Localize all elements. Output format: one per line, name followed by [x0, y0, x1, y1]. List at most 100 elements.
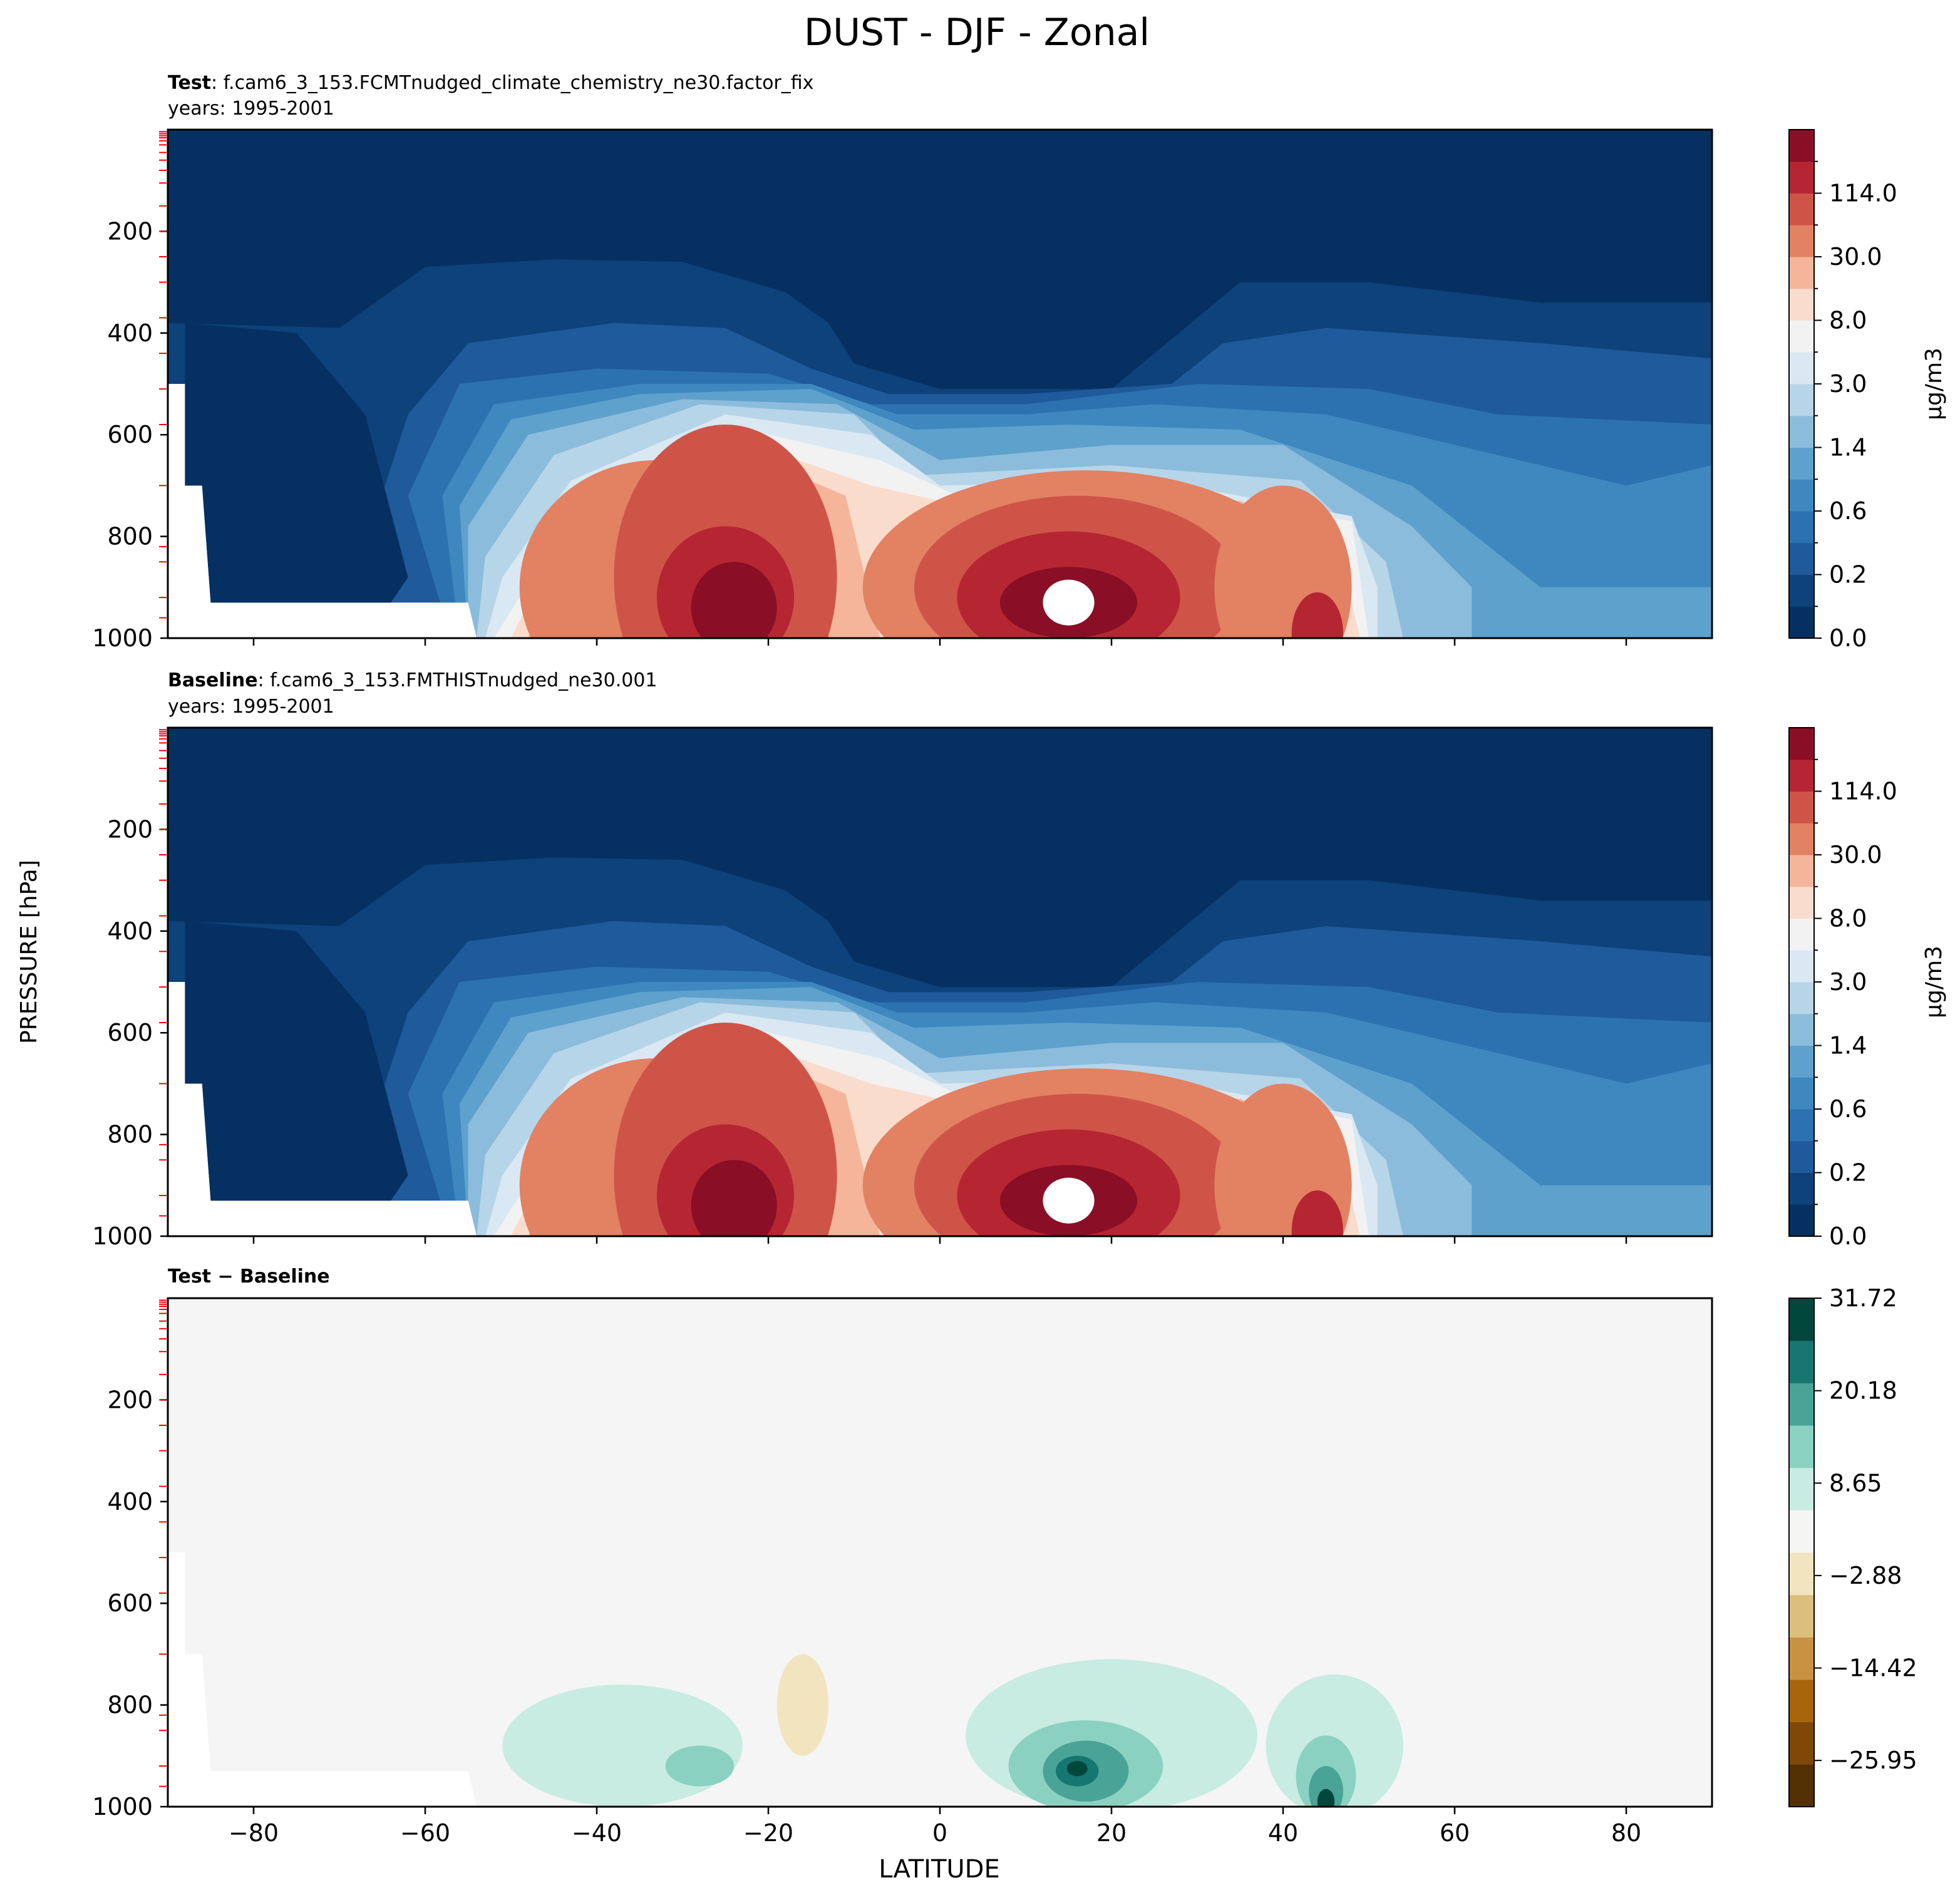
colorbar-segment [1789, 511, 1814, 544]
colorbar-segment [1789, 384, 1814, 416]
colorbar-segment [1789, 759, 1814, 792]
colorbar-tick-label: 31.72 [1829, 1284, 1897, 1312]
colorbar-segment [1789, 1637, 1814, 1680]
colorbar-tick-label: 20.18 [1829, 1377, 1897, 1405]
panel-label-test: Test: f.cam6_3_153.FCMTnudged_climate_ch… [168, 72, 813, 94]
contour-core [1214, 1083, 1352, 1236]
contour-band [185, 323, 408, 603]
colorbar-segment [1789, 886, 1814, 919]
colorbar-segment [1789, 1172, 1814, 1205]
axes: 200 400 600 800 1000 [92, 729, 1627, 1250]
colorbar-tick-label: 0.6 [1829, 1095, 1867, 1123]
colorbar-tick-label: 114.0 [1829, 778, 1897, 805]
colorbar-segment [1789, 1764, 1814, 1807]
colorbar-tick-label: 114.0 [1829, 180, 1897, 207]
x-axis-label: LATITUDE [879, 1855, 999, 1884]
colorbar-tick-label: 8.0 [1829, 307, 1867, 334]
colorbar-segment [1789, 1552, 1814, 1596]
colorbar-segment [1789, 1340, 1814, 1383]
colorbar-tick-label: 8.65 [1829, 1469, 1882, 1497]
colorbar-segment [1789, 982, 1814, 1015]
colorbar-tick-label: 0.6 [1829, 497, 1867, 525]
y-tick-label: 600 [107, 421, 153, 448]
colorbar-segment [1789, 1013, 1814, 1046]
colorbar-segment [1789, 791, 1814, 824]
y-tick-label: 800 [107, 1121, 153, 1149]
panel-label-bold: Baseline [168, 669, 258, 691]
x-tick-label: −20 [743, 1819, 793, 1847]
colorbar-segment [1789, 1425, 1814, 1469]
colorbar-tick-label: 0.0 [1829, 1222, 1867, 1250]
colorbar-segment [1789, 574, 1814, 607]
contour-field [168, 259, 1712, 638]
y-tick-label: 200 [107, 1386, 153, 1413]
contour-field [168, 857, 1712, 1236]
colorbar-tick-label: −25.95 [1829, 1747, 1917, 1774]
colorbar-segment [1789, 1077, 1814, 1110]
colorbar-segment [1789, 855, 1814, 887]
colorbar-tick-label: 1.4 [1829, 1032, 1867, 1060]
x-tick-label: −40 [572, 1819, 622, 1847]
panel-years: years: 1995-2001 [168, 98, 334, 120]
field-background [168, 1298, 1712, 1807]
colorbar-tick-label: 3.0 [1829, 370, 1867, 398]
colorbar-segment [1789, 728, 1814, 760]
colorbar-tick-label: −2.88 [1829, 1562, 1902, 1589]
colorbar-segment [1789, 1722, 1814, 1765]
x-tick-label: 20 [1096, 1819, 1127, 1847]
colorbar-segment [1789, 1467, 1814, 1510]
colorbar-segment [1789, 1109, 1814, 1142]
x-tick-label: −80 [229, 1819, 279, 1847]
colorbar-tick-label: 1.4 [1829, 434, 1867, 462]
masked-terrain [168, 982, 477, 1236]
panel-label-baseline: Baseline: f.cam6_3_153.FMTHISTnudged_ne3… [168, 669, 658, 691]
colorbar-segment [1789, 352, 1814, 385]
x-tick-label: 80 [1611, 1819, 1641, 1847]
colorbar-segment [1789, 1204, 1814, 1237]
y-tick-label: 1000 [92, 1222, 153, 1250]
colorbar-segment [1789, 606, 1814, 639]
y-tick-label: 400 [107, 319, 153, 347]
contour-band [1309, 1766, 1343, 1807]
colorbar-segment [1789, 288, 1814, 321]
panel-test: Test: f.cam6_3_153.FCMTnudged_climate_ch… [92, 72, 1947, 652]
colorbar-segment [1789, 918, 1814, 951]
axes: 200 400 600 800 1000 −80 −60 −40 −20 0 20 40 60 80 [92, 1299, 1641, 1847]
x-tick-label: 60 [1440, 1819, 1470, 1847]
colorbar-segment [1789, 130, 1814, 162]
colorbar-segment [1789, 415, 1814, 448]
panel-baseline: Baseline: f.cam6_3_153.FMTHISTnudged_ne3… [92, 669, 1947, 1250]
x-tick-label: 0 [932, 1819, 947, 1847]
colorbar-tick-label: 30.0 [1829, 243, 1882, 271]
colorbar: 0.0 0.2 0.6 1.4 3.0 8.0 30.0 114.0 [1788, 129, 1897, 652]
colorbar-segment [1789, 542, 1814, 575]
colorbar-tick-label: 30.0 [1829, 841, 1882, 869]
colorbar-segment [1789, 1594, 1814, 1638]
axes: 200 400 600 800 1000 [92, 131, 1627, 652]
masked-terrain [168, 1552, 477, 1807]
colorbar-tick-label: −14.42 [1829, 1655, 1917, 1682]
colorbar-segment [1789, 1510, 1814, 1553]
colorbar: 0.0 0.2 0.6 1.4 3.0 8.0 30.0 114.0 [1788, 727, 1897, 1250]
figure-title: DUST - DJF - Zonal [804, 11, 1150, 54]
y-tick-label: 600 [107, 1019, 153, 1046]
contour-core [1291, 592, 1343, 638]
y-axis-label: PRESSURE [hPa] [16, 860, 42, 1044]
colorbar-segment [1789, 225, 1814, 257]
colorbar-segment [1789, 193, 1814, 225]
colorbar-unit: μg/m3 [1921, 946, 1947, 1018]
colorbar-segment [1789, 1298, 1814, 1341]
contour-band [776, 1654, 828, 1756]
contour-band [665, 1745, 735, 1787]
y-tick-label: 200 [107, 815, 153, 843]
y-tick-label: 600 [107, 1589, 153, 1617]
colorbar-segment [1789, 1383, 1814, 1426]
y-tick-label: 800 [107, 1691, 153, 1719]
contour-field [168, 1552, 1403, 1807]
contour-band [1066, 1760, 1088, 1777]
colorbar-unit: μg/m3 [1921, 348, 1947, 420]
colorbar-segment [1789, 479, 1814, 512]
x-tick-label: −60 [400, 1819, 450, 1847]
